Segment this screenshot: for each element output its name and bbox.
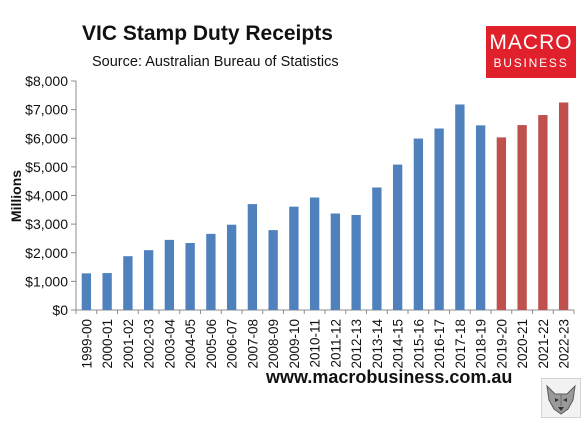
x-tick-label: 2010-11 <box>308 319 323 368</box>
x-tick-label: 2008-09 <box>266 319 281 369</box>
x-tick-label: 2013-14 <box>370 319 385 369</box>
x-tick-label: 2001-02 <box>121 319 136 369</box>
x-tick-label: 2014-15 <box>391 319 406 369</box>
x-tick-label: 2020-21 <box>515 319 530 369</box>
bar-2011-12 <box>330 213 341 310</box>
logo-line-macro: MACRO <box>489 31 573 54</box>
y-tick-label: $4,000 <box>25 188 68 204</box>
logo-line-business: BUSINESS <box>493 56 569 70</box>
bar-2021-22 <box>538 115 548 310</box>
bar-2006-07 <box>226 224 237 310</box>
x-tick-label: 2002-03 <box>142 319 157 369</box>
bar-2005-06 <box>206 233 216 310</box>
bar-2016-17 <box>434 128 444 310</box>
bar-2002-03 <box>143 250 154 310</box>
bar-2019-20 <box>496 137 507 310</box>
y-tick-label: $6,000 <box>25 130 68 146</box>
x-tick-label: 2003-04 <box>162 319 177 369</box>
y-tick-label: $2,000 <box>25 245 68 261</box>
x-tick-label: 2004-05 <box>183 319 198 369</box>
bar-2013-14 <box>372 187 382 310</box>
x-tick-label: 2017-18 <box>453 319 468 369</box>
x-tick-label: 2006-07 <box>225 319 240 369</box>
bar-1999-00 <box>81 273 92 310</box>
bar-2015-16 <box>413 138 424 310</box>
y-tick-label: $5,000 <box>25 159 68 175</box>
wolf-icon <box>541 378 581 418</box>
y-tick-label: $7,000 <box>25 102 68 118</box>
bar-2004-05 <box>185 243 195 310</box>
bar-2014-15 <box>392 164 403 310</box>
y-tick-label: $3,000 <box>25 216 68 232</box>
x-tick-label: 2005-06 <box>204 319 219 369</box>
x-tick-label: 1999-00 <box>79 319 94 369</box>
bar-2009-10 <box>289 206 299 310</box>
y-tick-label: $0 <box>52 302 68 318</box>
macrobusiness-logo[interactable]: MACRO BUSINESS <box>486 26 576 78</box>
x-tick-label: 2022-23 <box>557 319 572 369</box>
bar-2001-02 <box>123 256 133 310</box>
x-tick-label: 2019-20 <box>494 319 509 369</box>
bar-2008-09 <box>268 230 278 310</box>
x-tick-label: 2016-17 <box>432 319 447 369</box>
bar-2003-04 <box>164 239 175 310</box>
x-tick-label: 2015-16 <box>411 319 426 369</box>
x-tick-label: 2007-08 <box>245 319 260 369</box>
x-tick-label: 2009-10 <box>287 319 302 369</box>
bar-2010-11 <box>309 197 320 310</box>
bar-2018-19 <box>475 125 486 311</box>
footer-url[interactable]: www.macrobusiness.com.au <box>266 367 513 387</box>
bar-2020-21 <box>517 125 527 310</box>
bar-2022-23 <box>558 102 569 310</box>
bar-2000-01 <box>102 273 112 310</box>
x-tick-label: 2018-19 <box>474 319 489 369</box>
x-tick-label: 2012-13 <box>349 319 364 369</box>
bar-2012-13 <box>351 214 361 310</box>
y-tick-label: $8,000 <box>25 73 68 89</box>
x-tick-label: 2011-12 <box>328 319 343 368</box>
y-tick-label: $1,000 <box>25 273 68 289</box>
chart-source: Source: Australian Bureau of Statistics <box>92 54 339 70</box>
bar-2007-08 <box>247 204 258 310</box>
x-tick-label: 2021-22 <box>536 319 551 369</box>
bar-2017-18 <box>455 104 465 310</box>
chart-title: VIC Stamp Duty Receipts <box>82 22 333 45</box>
x-tick-label: 2000-01 <box>100 319 115 369</box>
